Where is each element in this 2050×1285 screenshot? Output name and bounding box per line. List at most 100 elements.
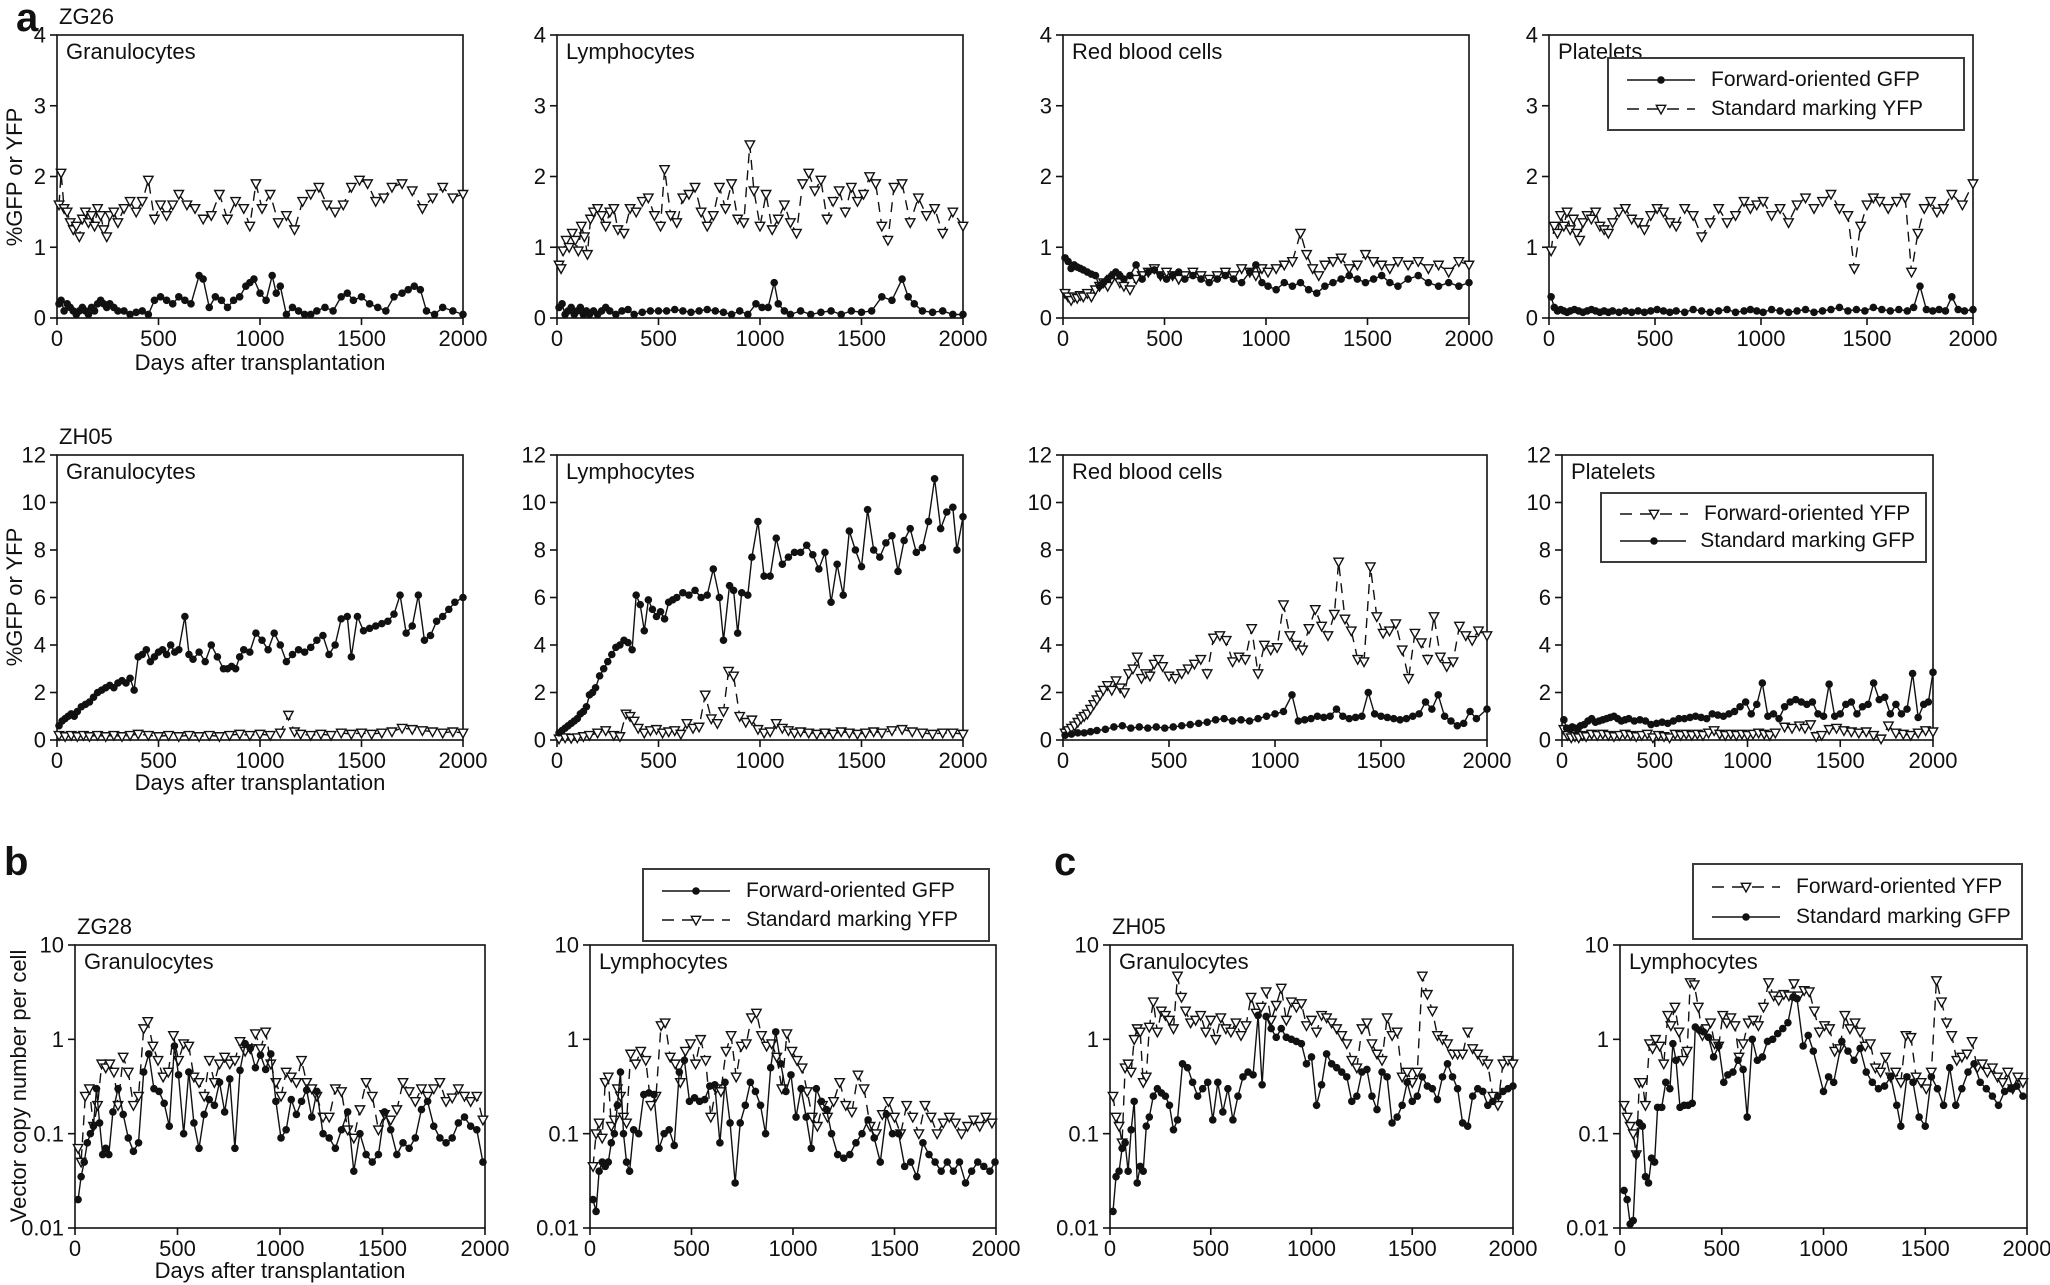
marker-triangle (1402, 260, 1414, 272)
marker-triangle (906, 1112, 919, 1124)
y-axis-tick-label: 3 (1040, 93, 1052, 118)
marker-circle (432, 617, 441, 626)
marker-circle (685, 591, 693, 599)
series-markers-triangle (1557, 720, 1939, 746)
marker-circle (735, 307, 744, 315)
marker-circle (1245, 268, 1254, 276)
marker-circle (1312, 1101, 1321, 1110)
marker-triangle (778, 200, 791, 212)
marker-triangle (2017, 1077, 2029, 1089)
marker-triangle (1453, 621, 1466, 633)
marker-circle (1964, 1068, 1972, 1076)
marker-circle (1922, 305, 1931, 314)
x-axis-tick-label: 2000 (1909, 748, 1958, 773)
marker-circle (638, 308, 647, 317)
marker-circle (670, 1141, 679, 1150)
marker-circle (1237, 716, 1245, 724)
marker-circle (1169, 1125, 1178, 1134)
marker-circle (454, 1119, 463, 1127)
x-axis-tick-label: 500 (1637, 326, 1674, 351)
marker-circle (806, 310, 815, 319)
marker-circle (225, 1075, 234, 1083)
marker-circle (1742, 912, 1750, 921)
marker-triangle (620, 1118, 633, 1130)
marker-triangle (819, 728, 831, 740)
marker-circle (1908, 669, 1917, 678)
marker-triangle (1548, 221, 1561, 233)
marker-circle (356, 1129, 364, 1138)
x-axis-tick-label: 1000 (1737, 326, 1786, 351)
marker-circle (1418, 1073, 1427, 1081)
marker-triangle (172, 732, 185, 743)
marker-triangle (740, 1039, 753, 1051)
marker-circle (1829, 1078, 1838, 1087)
marker-circle (1646, 307, 1655, 315)
marker-circle (1130, 1097, 1138, 1106)
marker-circle (132, 308, 140, 317)
marker-triangle (1361, 1018, 1373, 1030)
marker-circle (1824, 1073, 1833, 1081)
marker-circle (1734, 1056, 1742, 1065)
marker-circle (1152, 723, 1161, 731)
marker-triangle (243, 730, 256, 742)
marker-triangle (1286, 256, 1299, 268)
marker-circle (817, 308, 825, 317)
marker-triangle (1411, 1067, 1424, 1079)
marker-circle (973, 1158, 982, 1166)
marker-triangle (1300, 1021, 1313, 1032)
marker-circle (1279, 707, 1288, 716)
marker-triangle (821, 214, 833, 226)
marker-circle (408, 622, 417, 630)
marker-triangle (654, 221, 667, 233)
marker-triangle (648, 211, 661, 222)
legend-entry: Forward-oriented YFP (1710, 872, 2011, 902)
marker-triangle (88, 221, 101, 233)
marker-triangle (390, 1105, 403, 1116)
marker-triangle (1466, 635, 1479, 647)
marker-circle (410, 282, 419, 290)
marker-triangle (1122, 1059, 1135, 1071)
marker-triangle (254, 729, 266, 741)
marker-triangle (256, 203, 268, 215)
marker-triangle (193, 732, 205, 743)
marker-triangle (264, 730, 277, 742)
y-axis-tick-label: 8 (1539, 538, 1551, 563)
marker-circle (599, 664, 608, 673)
x-axis-tick-label: 500 (140, 748, 177, 773)
marker-triangle (1294, 228, 1307, 240)
marker-circle (1850, 1056, 1858, 1065)
marker-triangle (457, 728, 469, 740)
marker-triangle (1704, 218, 1717, 229)
marker-circle (778, 560, 787, 569)
marker-triangle (1920, 1084, 1933, 1096)
marker-triangle (1661, 1010, 1674, 1022)
marker-triangle (725, 1031, 737, 1042)
marker-circle (384, 617, 392, 626)
marker-triangle (1389, 619, 1402, 630)
marker-circle (1731, 308, 1740, 317)
marker-triangle (1118, 688, 1131, 699)
marker-circle (1921, 1122, 1930, 1130)
marker-triangle (790, 228, 803, 240)
legend-entry-label: Standard marking GFP (1700, 529, 1915, 553)
x-axis-tick-label: 500 (1192, 1236, 1229, 1261)
marker-triangle (669, 1059, 682, 1071)
marker-circle (924, 517, 933, 526)
marker-triangle (1602, 228, 1615, 240)
marker-triangle (205, 211, 218, 222)
y-axis-tick-label: 1 (34, 235, 46, 260)
marker-triangle (1441, 1039, 1454, 1051)
marker-circle (1296, 278, 1305, 287)
marker-circle (288, 650, 297, 659)
marker-circle (1748, 1035, 1757, 1044)
series-markers-triangle (553, 140, 969, 275)
marker-triangle (900, 1100, 913, 1112)
marker-circle (1868, 1078, 1877, 1087)
y-axis-tick-label: 0.01 (21, 1216, 64, 1241)
marker-circle (910, 300, 919, 308)
marker-circle (1280, 278, 1289, 287)
marker-circle (1101, 725, 1110, 734)
